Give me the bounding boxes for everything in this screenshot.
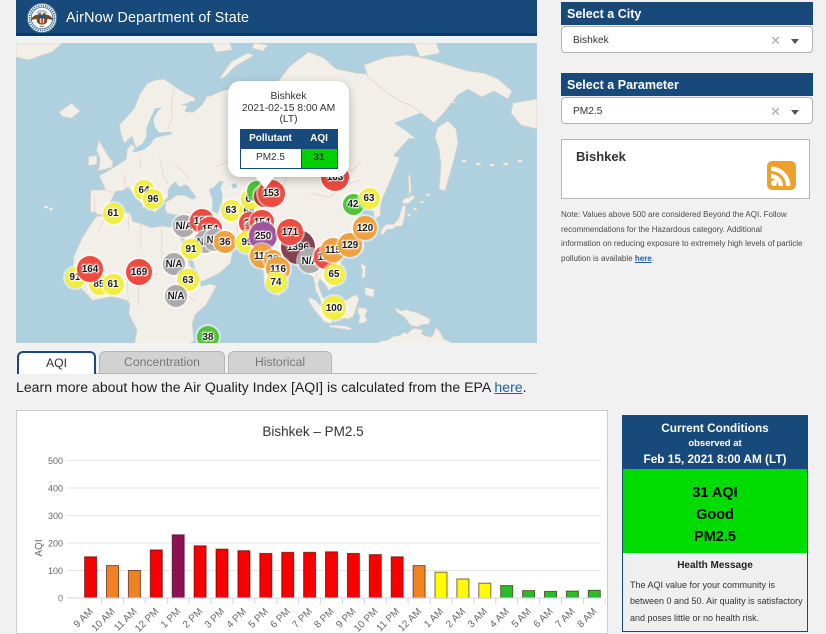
svg-text:2 PM: 2 PM xyxy=(181,606,205,630)
svg-text:5 AM: 5 AM xyxy=(510,606,534,630)
svg-text:8 AM: 8 AM xyxy=(576,606,600,630)
svg-text:0: 0 xyxy=(58,594,63,604)
svg-text:12 PM: 12 PM xyxy=(133,606,161,633)
svg-text:AQI: AQI xyxy=(34,539,45,556)
svg-text:200: 200 xyxy=(48,539,63,549)
svg-text:3 PM: 3 PM xyxy=(203,606,227,630)
svg-text:12 AM: 12 AM xyxy=(396,606,424,633)
svg-text:7 PM: 7 PM xyxy=(290,606,314,630)
svg-text:100: 100 xyxy=(48,566,63,576)
svg-text:3 AM: 3 AM xyxy=(466,606,490,630)
svg-text:4 PM: 4 PM xyxy=(225,606,249,630)
svg-text:500: 500 xyxy=(48,456,63,466)
svg-text:10 AM: 10 AM xyxy=(90,606,118,633)
svg-text:5 PM: 5 PM xyxy=(247,606,271,630)
svg-text:6 PM: 6 PM xyxy=(269,606,293,630)
svg-text:7 AM: 7 AM xyxy=(554,606,578,630)
svg-text:400: 400 xyxy=(48,484,63,494)
svg-text:8 PM: 8 PM xyxy=(312,606,336,630)
svg-text:4 AM: 4 AM xyxy=(488,606,512,630)
svg-text:2 AM: 2 AM xyxy=(444,606,468,630)
svg-text:Bishkek – PM2.5: Bishkek – PM2.5 xyxy=(262,424,363,439)
svg-text:6 AM: 6 AM xyxy=(532,606,556,630)
svg-text:1 PM: 1 PM xyxy=(159,606,183,630)
svg-text:300: 300 xyxy=(48,511,63,521)
svg-text:1 AM: 1 AM xyxy=(422,606,446,630)
